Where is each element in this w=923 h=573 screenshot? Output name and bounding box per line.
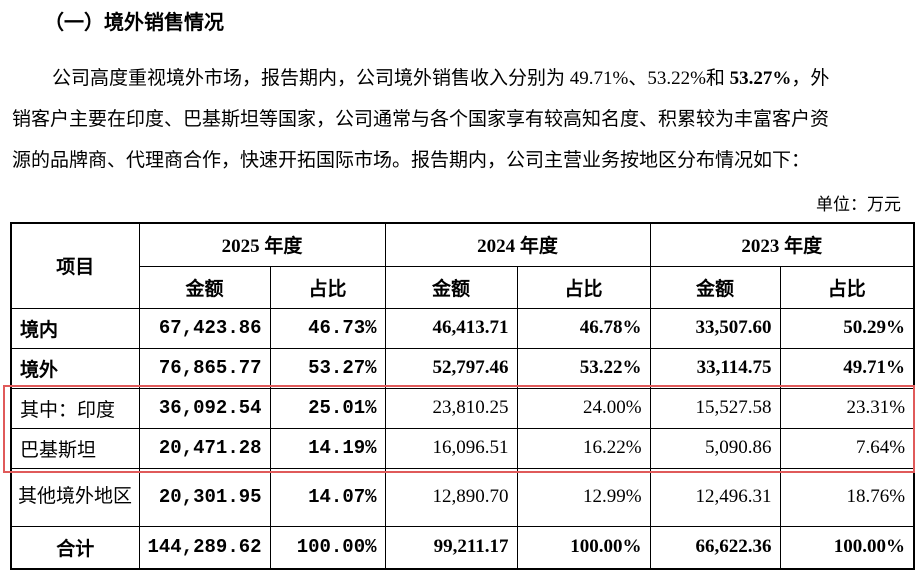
header-cell: 金额 — [384, 265, 518, 309]
table-cell: 76,865.77 — [138, 347, 271, 389]
header-cell: 2025 年度 — [138, 222, 386, 267]
table-cell: 100.00% — [516, 525, 651, 570]
table-cell: 100.00% — [269, 525, 386, 570]
table-cell: 5,090.86 — [649, 427, 781, 469]
table-row: 巴基斯坦 20,471.28 14.19% 16,096.51 16.22% 5,090.… — [10, 427, 915, 469]
table-cell: 12,890.70 — [384, 467, 518, 527]
table-cell: 46.78% — [516, 307, 651, 349]
text: 源的品牌商、代理商合作，快速开拓国际市场。报告期内，公司主营业务按地区分布情况如… — [12, 150, 811, 171]
table-cell: 其中：印度 — [10, 387, 140, 429]
table-cell: 50.29% — [779, 307, 915, 349]
header-cell: 占比 — [779, 265, 915, 309]
table-cell: 33,507.60 — [649, 307, 781, 349]
table-cell: 18.76% — [779, 467, 915, 527]
table-cell: 24.00% — [516, 387, 651, 429]
table-cell: 12.99% — [516, 467, 651, 527]
table-row: 其他境外地区 20,301.95 14.07% 12,890.70 12.99% 12,4… — [10, 467, 915, 527]
text: 53.27% — [729, 68, 792, 89]
table-cell: 7.64% — [779, 427, 915, 469]
table-cell: 16,096.51 — [384, 427, 518, 469]
table-cell: 66,622.36 — [649, 525, 781, 570]
unit: 单位：万元 — [816, 195, 901, 214]
table-cell: 49.71% — [779, 347, 915, 389]
table-cell: 25.01% — [269, 387, 386, 429]
table-row: 其中：印度 36,092.54 25.01% 23,810.25 24.00% 15,52… — [10, 387, 915, 429]
paragraph: 公司高度重视境外市场，报告期内，公司境外销售收入分别为 49.71%、53.22… — [12, 58, 912, 181]
table-cell: 境外 — [10, 347, 140, 389]
table-row: 合计 144,289.62 100.00% 99,211.17 100.00% 66,62… — [10, 525, 915, 570]
table-row: 境外 76,865.77 53.27% 52,797.46 53.22% 33,114.7… — [10, 347, 915, 389]
table-cell: 46,413.71 — [384, 307, 518, 349]
table-cell: 33,114.75 — [649, 347, 781, 389]
header-cell: 金额 — [138, 265, 271, 309]
table: 项目 2025 年度 2024 年度 2023 年度 金额 占比 金额 占比 金额 占比 境内 67,… — [10, 222, 916, 570]
paragraph-line: 公司高度重视境外市场，报告期内，公司境外销售收入分别为 49.71%、53.22… — [12, 58, 912, 99]
table-cell: 46.73% — [269, 307, 386, 349]
header-cell: 项目 — [10, 222, 140, 309]
table-cell: 其他境外地区 — [10, 467, 140, 527]
table-cell: 52,797.46 — [384, 347, 518, 389]
paragraph-line: 源的品牌商、代理商合作，快速开拓国际市场。报告期内，公司主营业务按地区分布情况如… — [12, 140, 912, 181]
heading: （一）境外销售情况 — [44, 12, 224, 34]
text: 销客户主要在印度、巴基斯坦等国家，公司通常与各个国家享有较高知名度、积累较为丰富… — [12, 109, 830, 130]
table-cell: 53.27% — [269, 347, 386, 389]
header-row: 项目 2025 年度 2024 年度 2023 年度 — [10, 222, 915, 309]
header-cell: 2024 年度 — [384, 222, 651, 267]
table-cell: 合计 — [10, 525, 140, 570]
table-cell: 巴基斯坦 — [10, 427, 140, 469]
table-cell: 23,810.25 — [384, 387, 518, 429]
table-cell: 20,471.28 — [138, 427, 271, 469]
table-cell: 16.22% — [516, 427, 651, 469]
table-row: 境内 67,423.86 46.73% 46,413.71 46.78% 33,507.6… — [10, 307, 915, 349]
table-cell: 境内 — [10, 307, 140, 349]
table-cell: 12,496.31 — [649, 467, 781, 527]
table-cell: 36,092.54 — [138, 387, 271, 429]
table-cell: 67,423.86 — [138, 307, 271, 349]
table-cell: 100.00% — [779, 525, 915, 570]
table-cell: 144,289.62 — [138, 525, 271, 570]
header-cell: 占比 — [516, 265, 651, 309]
table-cell: 15,527.58 — [649, 387, 781, 429]
text: 公司高度重视境外市场，报告期内，公司境外销售收入分别为 49.71%、53.22… — [52, 68, 730, 89]
header-cell: 金额 — [649, 265, 781, 309]
text: ，外 — [791, 68, 830, 89]
highlight-box — [3, 385, 915, 473]
table-cell: 20,301.95 — [138, 467, 271, 527]
paragraph-line: 销客户主要在印度、巴基斯坦等国家，公司通常与各个国家享有较高知名度、积累较为丰富… — [12, 99, 912, 140]
header-cell: 占比 — [269, 265, 386, 309]
table-cell: 53.22% — [516, 347, 651, 389]
table-cell: 14.07% — [269, 467, 386, 527]
header-cell: 2023 年度 — [649, 222, 915, 267]
table-cell: 99,211.17 — [384, 525, 518, 570]
header-row: 金额 占比 金额 占比 金额 占比 — [11, 265, 915, 309]
table-cell: 14.19% — [269, 427, 386, 469]
